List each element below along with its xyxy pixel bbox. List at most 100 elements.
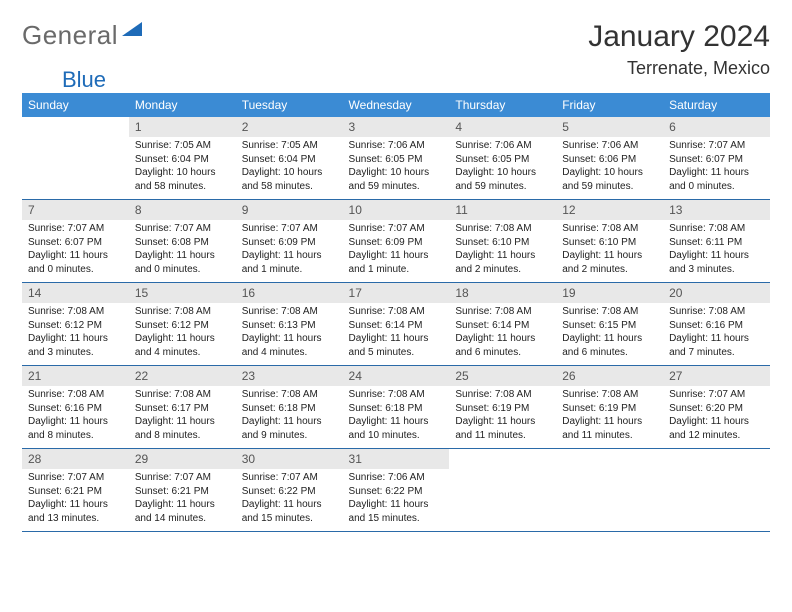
sunrise-text: Sunrise: 7:08 AM — [242, 388, 337, 402]
calendar-cell: 19Sunrise: 7:08 AMSunset: 6:15 PMDayligh… — [556, 283, 663, 366]
calendar-cell: 29Sunrise: 7:07 AMSunset: 6:21 PMDayligh… — [129, 449, 236, 532]
sunrise-text: Sunrise: 7:08 AM — [349, 388, 444, 402]
day-data: Sunrise: 7:08 AMSunset: 6:16 PMDaylight:… — [22, 386, 129, 448]
sunset-text: Sunset: 6:10 PM — [455, 236, 550, 250]
day-number: 5 — [556, 117, 663, 137]
calendar-cell: 12Sunrise: 7:08 AMSunset: 6:10 PMDayligh… — [556, 200, 663, 283]
sunrise-text: Sunrise: 7:07 AM — [669, 139, 764, 153]
daylight-text: Daylight: 10 hours and 59 minutes. — [455, 166, 550, 193]
day-data: Sunrise: 7:08 AMSunset: 6:19 PMDaylight:… — [449, 386, 556, 448]
sunrise-text: Sunrise: 7:08 AM — [349, 305, 444, 319]
daylight-text: Daylight: 11 hours and 7 minutes. — [669, 332, 764, 359]
sunset-text: Sunset: 6:21 PM — [135, 485, 230, 499]
sunrise-text: Sunrise: 7:07 AM — [669, 388, 764, 402]
sunrise-text: Sunrise: 7:08 AM — [562, 222, 657, 236]
sunrise-text: Sunrise: 7:08 AM — [669, 305, 764, 319]
sunset-text: Sunset: 6:22 PM — [349, 485, 444, 499]
calendar-cell: 22 Sunrise: 7:08 AMSunset: 6:17 PMDayligh… — [129, 366, 236, 449]
sunset-text: Sunset: 6:16 PM — [669, 319, 764, 333]
day-data: Sunrise: 7:07 AMSunset: 6:21 PMDaylight:… — [22, 469, 129, 531]
calendar-cell: 24Sunrise: 7:08 AMSunset: 6:18 PMDayligh… — [343, 366, 450, 449]
daylight-text: Daylight: 11 hours and 4 minutes. — [242, 332, 337, 359]
daylight-text: Daylight: 11 hours and 1 minute. — [349, 249, 444, 276]
logo-word2: Blue — [62, 67, 106, 93]
day-number: 19 — [556, 283, 663, 303]
day-data: Sunrise: 7:08 AMSunset: 6:10 PMDaylight:… — [556, 220, 663, 282]
sunset-text: Sunset: 6:04 PM — [242, 153, 337, 167]
day-data: Sunrise: 7:06 AMSunset: 6:05 PMDaylight:… — [449, 137, 556, 199]
daylight-text: Daylight: 10 hours and 59 minutes. — [562, 166, 657, 193]
calendar-body: 1Sunrise: 7:05 AMSunset: 6:04 PMDaylight… — [22, 117, 770, 532]
day-number: 1 — [129, 117, 236, 137]
day-number — [556, 449, 663, 469]
sunset-text: Sunset: 6:05 PM — [349, 153, 444, 167]
sunrise-text: Sunrise: 7:05 AM — [242, 139, 337, 153]
day-data: Sunrise: 7:06 AMSunset: 6:06 PMDaylight:… — [556, 137, 663, 199]
calendar-cell: 30Sunrise: 7:07 AMSunset: 6:22 PMDayligh… — [236, 449, 343, 532]
day-number: 9 — [236, 200, 343, 220]
calendar-cell: 6Sunrise: 7:07 AMSunset: 6:07 PMDaylight… — [663, 117, 770, 200]
daylight-text: Daylight: 11 hours and 0 minutes. — [669, 166, 764, 193]
daylight-text: Daylight: 11 hours and 9 minutes. — [242, 415, 337, 442]
calendar-cell — [449, 449, 556, 532]
sunrise-text: Sunrise: 7:08 AM — [455, 222, 550, 236]
sunrise-text: Sunrise: 7:08 AM — [135, 388, 230, 402]
daylight-text: Daylight: 11 hours and 2 minutes. — [562, 249, 657, 276]
sunset-text: Sunset: 6:18 PM — [242, 402, 337, 416]
day-number: 4 — [449, 117, 556, 137]
daylight-text: Daylight: 11 hours and 15 minutes. — [349, 498, 444, 525]
day-number: 20 — [663, 283, 770, 303]
daylight-text: Daylight: 11 hours and 5 minutes. — [349, 332, 444, 359]
sunrise-text: Sunrise: 7:08 AM — [562, 388, 657, 402]
daylight-text: Daylight: 11 hours and 8 minutes. — [135, 415, 230, 442]
calendar-cell: 3Sunrise: 7:06 AMSunset: 6:05 PMDaylight… — [343, 117, 450, 200]
dayhead-tue: Tuesday — [236, 93, 343, 117]
calendar-page: General January 2024 Terrenate, Mexico B… — [0, 0, 792, 552]
sunset-text: Sunset: 6:10 PM — [562, 236, 657, 250]
calendar-cell: 11Sunrise: 7:08 AMSunset: 6:10 PMDayligh… — [449, 200, 556, 283]
sunset-text: Sunset: 6:12 PM — [135, 319, 230, 333]
daylight-text: Daylight: 11 hours and 13 minutes. — [28, 498, 123, 525]
sunrise-text: Sunrise: 7:07 AM — [242, 222, 337, 236]
calendar-cell: 17Sunrise: 7:08 AMSunset: 6:14 PMDayligh… — [343, 283, 450, 366]
day-data: Sunrise: 7:07 AMSunset: 6:21 PMDaylight:… — [129, 469, 236, 531]
dayhead-fri: Friday — [556, 93, 663, 117]
dayhead-mon: Monday — [129, 93, 236, 117]
sunset-text: Sunset: 6:08 PM — [135, 236, 230, 250]
calendar-cell — [556, 449, 663, 532]
day-data: Sunrise: 7:08 AMSunset: 6:12 PMDaylight:… — [22, 303, 129, 365]
daylight-text: Daylight: 11 hours and 0 minutes. — [135, 249, 230, 276]
daylight-text: Daylight: 11 hours and 6 minutes. — [455, 332, 550, 359]
daylight-text: Daylight: 11 hours and 14 minutes. — [135, 498, 230, 525]
calendar-cell: 5Sunrise: 7:06 AMSunset: 6:06 PMDaylight… — [556, 117, 663, 200]
day-number: 14 — [22, 283, 129, 303]
sunset-text: Sunset: 6:20 PM — [669, 402, 764, 416]
sunrise-text: Sunrise: 7:07 AM — [28, 471, 123, 485]
calendar-cell: 25Sunrise: 7:08 AMSunset: 6:19 PMDayligh… — [449, 366, 556, 449]
calendar-cell: 31Sunrise: 7:06 AMSunset: 6:22 PMDayligh… — [343, 449, 450, 532]
day-number: 22 — [129, 366, 236, 386]
day-number: 21 — [22, 366, 129, 386]
sunset-text: Sunset: 6:17 PM — [135, 402, 230, 416]
day-number: 24 — [343, 366, 450, 386]
day-number: 18 — [449, 283, 556, 303]
sunrise-text: Sunrise: 7:06 AM — [349, 139, 444, 153]
daylight-text: Daylight: 11 hours and 3 minutes. — [669, 249, 764, 276]
day-number: 15 — [129, 283, 236, 303]
calendar-cell: 10Sunrise: 7:07 AMSunset: 6:09 PMDayligh… — [343, 200, 450, 283]
day-number: 25 — [449, 366, 556, 386]
sunset-text: Sunset: 6:14 PM — [349, 319, 444, 333]
sunrise-text: Sunrise: 7:05 AM — [135, 139, 230, 153]
day-data: Sunrise: 7:07 AMSunset: 6:09 PMDaylight:… — [236, 220, 343, 282]
day-number: 8 — [129, 200, 236, 220]
sunset-text: Sunset: 6:13 PM — [242, 319, 337, 333]
calendar-cell — [663, 449, 770, 532]
day-number: 3 — [343, 117, 450, 137]
sunrise-text: Sunrise: 7:07 AM — [135, 471, 230, 485]
calendar-table: Sunday Monday Tuesday Wednesday Thursday… — [22, 93, 770, 532]
location: Terrenate, Mexico — [588, 58, 770, 79]
calendar-cell: 23Sunrise: 7:08 AMSunset: 6:18 PMDayligh… — [236, 366, 343, 449]
calendar-cell: 14Sunrise: 7:08 AMSunset: 6:12 PMDayligh… — [22, 283, 129, 366]
day-number — [663, 449, 770, 469]
dayhead-thu: Thursday — [449, 93, 556, 117]
